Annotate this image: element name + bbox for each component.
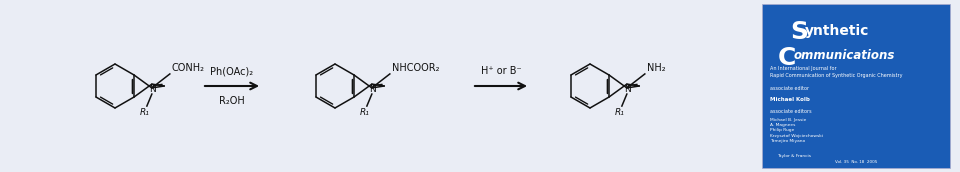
- Text: CONH₂: CONH₂: [172, 63, 204, 73]
- Text: associate editors: associate editors: [770, 109, 811, 114]
- Text: Vol. 35  No. 18  2005: Vol. 35 No. 18 2005: [835, 160, 877, 164]
- Text: H⁺ or B⁻: H⁺ or B⁻: [481, 66, 521, 76]
- Text: R₁: R₁: [140, 108, 150, 117]
- Text: R₁: R₁: [360, 108, 370, 117]
- Text: N: N: [150, 85, 156, 94]
- Text: C: C: [778, 46, 797, 70]
- Text: ommunications: ommunications: [794, 49, 896, 62]
- Text: R₁: R₁: [615, 108, 625, 117]
- Text: ynthetic: ynthetic: [805, 24, 870, 38]
- FancyBboxPatch shape: [762, 4, 950, 168]
- Text: N: N: [370, 85, 376, 94]
- Text: NH₂: NH₂: [647, 63, 665, 73]
- Text: N: N: [624, 85, 632, 94]
- Text: Ph(OAc)₂: Ph(OAc)₂: [210, 66, 253, 76]
- Text: Michael Kolb: Michael Kolb: [770, 97, 810, 102]
- Text: associate editor: associate editor: [770, 86, 809, 91]
- Text: S: S: [790, 20, 808, 44]
- Text: R₂OH: R₂OH: [219, 96, 245, 106]
- Text: NHCOOR₂: NHCOOR₂: [392, 63, 440, 73]
- Text: Michael B. Jessie
A. Magnees
Philip Ruge
Krzysztof Wojciechowski
Tamejiro Miyano: Michael B. Jessie A. Magnees Philip Ruge…: [770, 118, 823, 143]
- Text: An International Journal for
Rapid Communication of Synthetic Organic Chemistry: An International Journal for Rapid Commu…: [770, 66, 902, 78]
- Text: Taylor & Francis: Taylor & Francis: [777, 154, 811, 158]
